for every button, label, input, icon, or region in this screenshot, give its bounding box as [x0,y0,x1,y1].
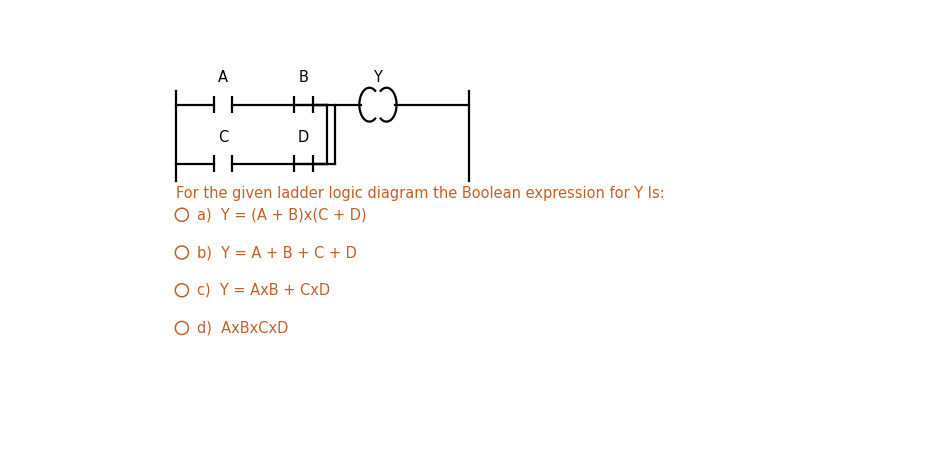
Text: C: C [218,130,228,145]
Text: Y: Y [373,70,382,86]
Text: D: D [298,130,309,145]
Text: For the given ladder logic diagram the Boolean expression for Y Is:: For the given ladder logic diagram the B… [176,185,665,200]
Text: B: B [298,70,308,86]
Text: a)  Y = (A + B)x(C + D): a) Y = (A + B)x(C + D) [197,207,366,222]
Text: d)  AxBxCxD: d) AxBxCxD [197,321,287,336]
Text: c)  Y = AxB + CxD: c) Y = AxB + CxD [197,283,329,298]
Text: b)  Y = A + B + C + D: b) Y = A + B + C + D [197,245,356,260]
Text: A: A [218,70,228,86]
